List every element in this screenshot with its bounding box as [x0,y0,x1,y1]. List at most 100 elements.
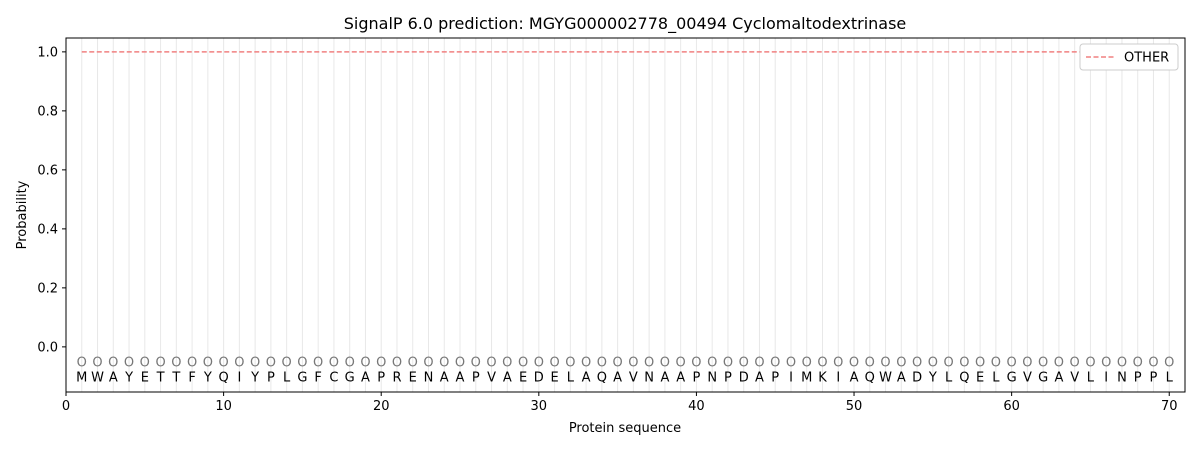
predicted-label: O [92,356,102,371]
residue-label: M [801,370,812,385]
residue-label: Q [218,370,228,385]
predicted-label: O [943,356,953,371]
predicted-label: O [833,356,843,371]
x-tick-label: 10 [215,399,232,414]
residue-label: L [567,370,575,385]
predicted-label: O [849,356,859,371]
predicted-label: O [1164,356,1174,371]
residue-label: Q [865,370,875,385]
predicted-label: O [297,356,307,371]
predicted-label: O [565,356,575,371]
residue-label: Y [250,370,259,385]
predicted-label: O [77,356,87,371]
x-tick-label: 30 [531,399,548,414]
predicted-label: O [171,356,181,371]
residue-label: I [836,370,840,385]
predicted-label: O [770,356,780,371]
residue-label: D [534,370,544,385]
y-tick-label: 0.4 [37,222,58,237]
residue-label: Y [928,370,937,385]
residue-label: I [789,370,793,385]
residue-label: D [912,370,922,385]
x-tick-label: 70 [1161,399,1178,414]
predicted-label: O [549,356,559,371]
predicted-label: O [676,356,686,371]
residue-label: A [850,370,859,385]
residue-label: I [1104,370,1108,385]
residue-label: A [897,370,906,385]
residue-label: W [879,370,892,385]
predicted-label: O [802,356,812,371]
predicted-label: O [786,356,796,371]
residue-label: V [487,370,496,385]
chart-title: SignalP 6.0 prediction: MGYG000002778_00… [344,14,907,34]
predicted-label: O [975,356,985,371]
residue-label: L [1087,370,1095,385]
predicted-label: O [140,356,150,371]
predicted-label: O [959,356,969,371]
predicted-label: O [817,356,827,371]
residue-label: F [188,370,195,385]
predicted-label: O [534,356,544,371]
residue-label: E [550,370,558,385]
y-tick-label: 0.0 [37,340,58,355]
predicted-label: O [518,356,528,371]
predicted-label: O [1038,356,1048,371]
x-tick-label: 20 [373,399,390,414]
residue-label: V [1070,370,1079,385]
predicted-label: O [439,356,449,371]
residue-label: A [660,370,669,385]
predicted-label: O [1070,356,1080,371]
predicted-label: O [218,356,228,371]
residue-label: M [76,370,87,385]
predicted-label: O [108,356,118,371]
residue-label: A [361,370,370,385]
predicted-label: O [660,356,670,371]
residue-label: A [456,370,465,385]
x-tick-label: 60 [1003,399,1020,414]
residue-label: P [693,370,701,385]
residue-label: Y [203,370,212,385]
residue-label: Q [959,370,969,385]
residue-label: P [1134,370,1142,385]
residue-label: Q [597,370,607,385]
predicted-label: O [865,356,875,371]
residue-label: A [440,370,449,385]
residue-label: L [283,370,291,385]
predicted-label: O [155,356,165,371]
residue-label: Y [124,370,133,385]
predicted-label: O [597,356,607,371]
predicted-label: O [1085,356,1095,371]
predicted-label: O [1101,356,1111,371]
residue-label: A [676,370,685,385]
predicted-label: O [1148,356,1158,371]
residue-label: E [976,370,984,385]
legend-other-label: OTHER [1124,51,1169,66]
predicted-label: O [581,356,591,371]
predicted-label: O [1054,356,1064,371]
residue-label: A [109,370,118,385]
x-tick-label: 50 [846,399,863,414]
residue-label: P [267,370,275,385]
predicted-label: O [691,356,701,371]
residue-label: G [297,370,307,385]
predicted-label: O [928,356,938,371]
predicted-label: O [408,356,418,371]
residue-label: N [707,370,717,385]
residue-label: N [1117,370,1127,385]
predicted-label: O [991,356,1001,371]
residue-label: G [1007,370,1017,385]
y-axis-label: Probability [15,180,30,249]
residue-label: P [1150,370,1158,385]
predicted-label: O [1117,356,1127,371]
y-tick-label: 0.8 [37,104,58,119]
residue-label: P [472,370,480,385]
residue-label: E [519,370,527,385]
residue-label: A [582,370,591,385]
residue-label: L [1166,370,1174,385]
y-tick-label: 0.2 [37,281,58,296]
predicted-label: O [376,356,386,371]
predicted-label: O [613,356,623,371]
predicted-label: O [266,356,276,371]
